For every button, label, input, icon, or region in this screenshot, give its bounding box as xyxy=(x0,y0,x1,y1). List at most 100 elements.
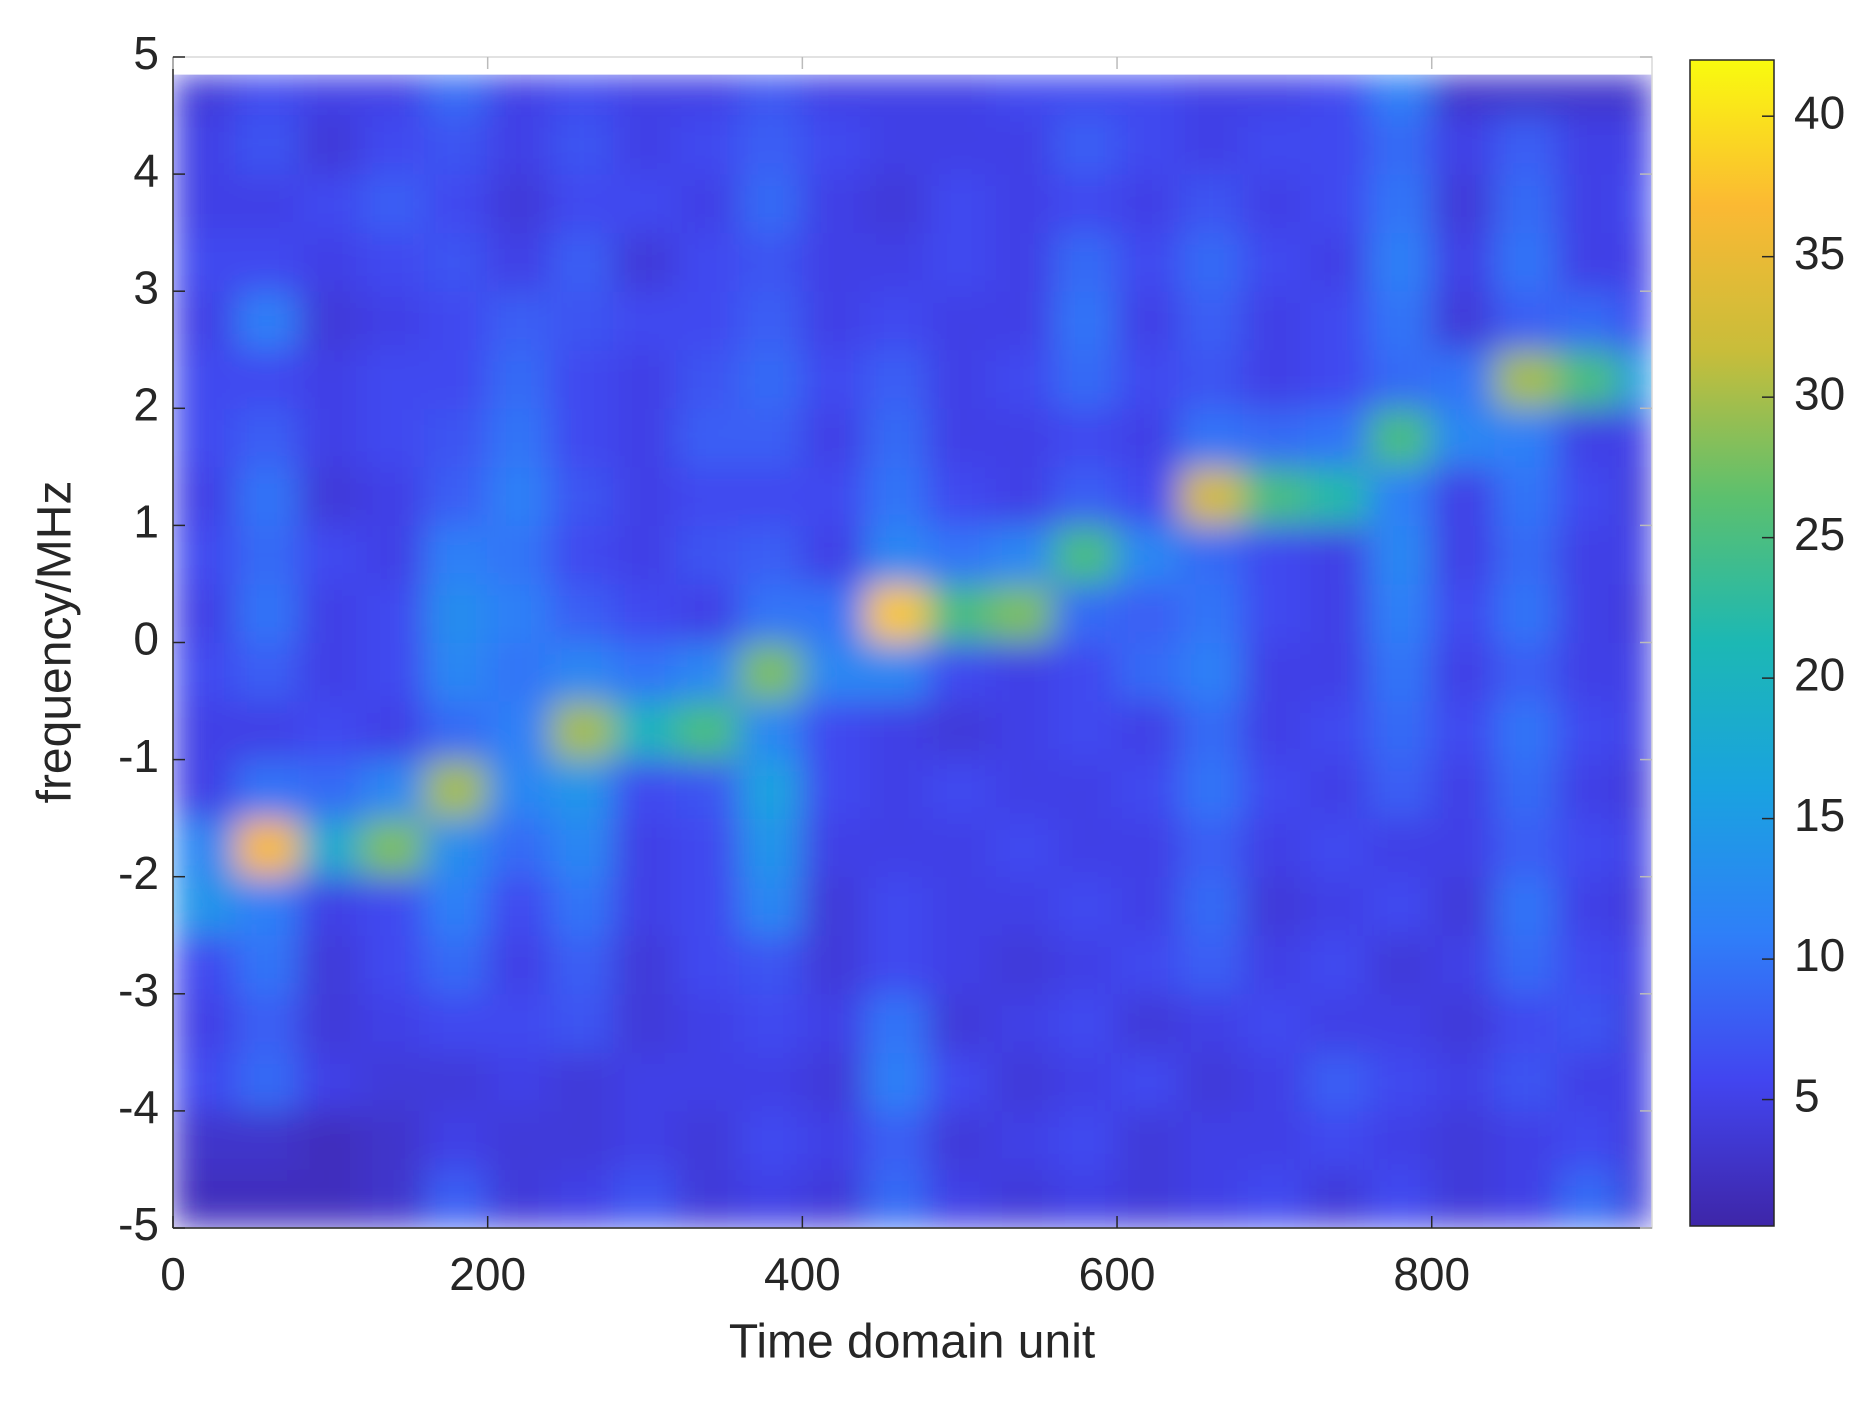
heatmap-cell xyxy=(1620,759,1652,819)
heatmap-cell xyxy=(1431,876,1496,936)
heatmap-cell xyxy=(1431,173,1496,234)
heatmap-cell xyxy=(173,876,237,936)
heatmap-cell xyxy=(550,232,615,292)
heatmap-cell xyxy=(1557,74,1622,117)
heatmap-cell xyxy=(1053,934,1118,995)
heatmap-cell xyxy=(235,1168,300,1229)
heatmap-cell xyxy=(990,1051,1055,1112)
heatmap-cell xyxy=(1431,759,1496,819)
heatmap-cell xyxy=(298,232,363,292)
heatmap-cell xyxy=(613,1168,677,1229)
heatmap-cell xyxy=(1557,1110,1622,1170)
heatmap-cell xyxy=(424,349,489,409)
heatmap-cell xyxy=(1305,115,1370,175)
heatmap-cell xyxy=(487,642,552,702)
heatmap-cell xyxy=(1053,1110,1118,1170)
heatmap-cell xyxy=(1179,817,1244,878)
heatmap-cell xyxy=(613,700,677,761)
heatmap-cell xyxy=(1305,74,1370,117)
heatmap-cell xyxy=(424,934,489,995)
heatmap-cell xyxy=(613,876,677,936)
heatmap-cell xyxy=(1053,759,1118,819)
heatmap-cells xyxy=(173,74,1652,1229)
heatmap-cell xyxy=(738,1051,803,1112)
heatmap-cell xyxy=(613,817,677,878)
heatmap-cell xyxy=(298,524,363,585)
heatmap-cell xyxy=(1305,524,1370,585)
y-tick-label: -4 xyxy=(118,1081,159,1133)
heatmap-cell xyxy=(1368,1051,1433,1112)
heatmap-cell xyxy=(1620,524,1652,585)
heatmap-cell xyxy=(1242,173,1307,234)
heatmap-cell xyxy=(1368,583,1433,643)
heatmap-cell xyxy=(173,642,237,702)
heatmap-cell xyxy=(1368,993,1433,1053)
heatmap-cell xyxy=(675,876,740,936)
heatmap-cell xyxy=(864,1051,929,1112)
heatmap-cell xyxy=(1116,349,1181,409)
heatmap-cell xyxy=(1179,583,1244,643)
heatmap-cell xyxy=(1305,583,1370,643)
heatmap-cell xyxy=(1431,934,1496,995)
heatmap-cell xyxy=(173,232,237,292)
heatmap-cell xyxy=(864,232,929,292)
heatmap-cell xyxy=(864,817,929,878)
heatmap-cell xyxy=(235,934,300,995)
heatmap-cell xyxy=(235,1051,300,1112)
heatmap-cell xyxy=(487,115,552,175)
y-tick-label: 2 xyxy=(133,378,159,430)
heatmap-cell xyxy=(990,232,1055,292)
heatmap-cell xyxy=(675,993,740,1053)
heatmap-cell xyxy=(801,349,866,409)
heatmap-cell xyxy=(864,466,929,526)
heatmap-cell xyxy=(487,700,552,761)
heatmap-cell xyxy=(1557,115,1622,175)
heatmap-cell xyxy=(173,173,237,234)
heatmap-cell xyxy=(1431,290,1496,351)
heatmap-cell xyxy=(738,466,803,526)
heatmap-cell xyxy=(1620,817,1652,878)
heatmap-cell xyxy=(424,700,489,761)
heatmap-cell xyxy=(298,759,363,819)
heatmap-cell xyxy=(1557,1168,1622,1229)
heatmap-cell xyxy=(424,74,489,117)
heatmap-cell xyxy=(927,817,992,878)
heatmap-cell xyxy=(1557,993,1622,1053)
heatmap-cell xyxy=(864,876,929,936)
heatmap-cell xyxy=(1620,934,1652,995)
heatmap-cell xyxy=(927,1051,992,1112)
heatmap-cell xyxy=(738,173,803,234)
heatmap-cell xyxy=(235,407,300,468)
heatmap-cell xyxy=(1242,817,1307,878)
heatmap-cell xyxy=(361,759,426,819)
heatmap-cell xyxy=(1242,524,1307,585)
heatmap-cell xyxy=(1116,700,1181,761)
heatmap-cell xyxy=(173,934,237,995)
heatmap-cell xyxy=(927,876,992,936)
heatmap-cell xyxy=(990,642,1055,702)
heatmap-cell xyxy=(675,934,740,995)
heatmap-cell xyxy=(487,1051,552,1112)
heatmap-cell xyxy=(675,74,740,117)
heatmap-cell xyxy=(1305,173,1370,234)
heatmap-cell xyxy=(1053,349,1118,409)
heatmap-cell xyxy=(1557,817,1622,878)
heatmap-cell xyxy=(1431,1168,1496,1229)
heatmap-cell xyxy=(1116,876,1181,936)
heatmap-cell xyxy=(1431,1110,1496,1170)
heatmap-cell xyxy=(550,173,615,234)
heatmap-cell xyxy=(801,1051,866,1112)
heatmap-cell xyxy=(1242,642,1307,702)
heatmap-cell xyxy=(990,115,1055,175)
y-tick-label: 1 xyxy=(133,496,159,548)
heatmap-cell xyxy=(235,759,300,819)
heatmap-cell xyxy=(801,524,866,585)
heatmap-cell xyxy=(1620,74,1652,117)
heatmap-cell xyxy=(927,466,992,526)
heatmap-cell xyxy=(361,1110,426,1170)
heatmap-cell xyxy=(173,700,237,761)
heatmap-cell xyxy=(361,115,426,175)
heatmap-cell xyxy=(173,1051,237,1112)
heatmap-cell xyxy=(361,700,426,761)
